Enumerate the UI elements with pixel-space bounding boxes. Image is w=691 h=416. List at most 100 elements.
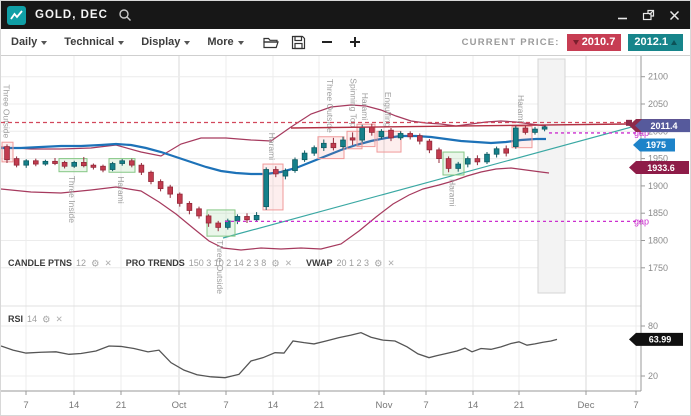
- price-flag: [633, 138, 675, 152]
- menu-technical[interactable]: Technical: [64, 36, 125, 48]
- remove-indicator-icon[interactable]: ✕: [285, 258, 292, 268]
- y-axis-label: 1750: [648, 263, 668, 273]
- settings-gear-icon[interactable]: ⚙: [374, 259, 383, 270]
- candle-body: [359, 126, 365, 141]
- menu-daily-label: Daily: [11, 36, 38, 48]
- x-axis-label: Dec: [578, 400, 595, 411]
- level-marker: [626, 119, 632, 126]
- candle-body: [282, 170, 289, 177]
- arrow-up-icon: [671, 39, 677, 45]
- y-axis-label: 1850: [648, 208, 668, 218]
- menu-display[interactable]: Display: [141, 36, 191, 48]
- candle-body: [13, 158, 20, 166]
- candle-body: [167, 186, 174, 195]
- menu-daily[interactable]: Daily: [11, 36, 48, 48]
- candle-body: [23, 160, 29, 166]
- pattern-label: Harami: [360, 93, 370, 121]
- remove-indicator-icon[interactable]: ✕: [56, 314, 63, 324]
- rsi-line: [1, 331, 558, 379]
- popout-button[interactable]: [642, 9, 655, 21]
- search-icon[interactable]: [118, 8, 132, 22]
- candle-body: [340, 139, 346, 147]
- indicator-legend-params: 150 3 10 2 14 2 3 8: [189, 258, 267, 268]
- app-logo-icon: [7, 5, 26, 25]
- gap-label: gap: [634, 216, 649, 226]
- settings-gear-icon[interactable]: ⚙: [91, 259, 100, 270]
- save-icon[interactable]: [289, 32, 309, 52]
- y-axis-label: 1800: [648, 236, 668, 246]
- zoom-out-icon[interactable]: [317, 32, 337, 52]
- projection-zone: [537, 58, 566, 294]
- indicator-legend-name: VWAP: [306, 258, 333, 268]
- candle-body: [81, 162, 87, 167]
- candle-body: [128, 160, 135, 166]
- candle-body: [215, 222, 222, 228]
- candle-body: [513, 127, 519, 147]
- x-axis-label: 7: [223, 400, 228, 411]
- pattern-label: Engulfing: [383, 92, 393, 128]
- zoom-in-icon[interactable]: [345, 32, 365, 52]
- price-chart-svg[interactable]: 71421Oct71421Nov71421Dec7210020502000195…: [1, 56, 691, 416]
- candle-body: [138, 164, 145, 173]
- settings-gear-icon[interactable]: ⚙: [42, 315, 51, 326]
- rsi-axis-label: 80: [648, 321, 658, 331]
- candle-body: [196, 208, 202, 217]
- candle-body: [253, 214, 260, 221]
- indicator-legend-params: 20 1 2 3: [336, 258, 369, 268]
- chevron-down-icon: [237, 40, 244, 45]
- pattern-label: Three Outside: [215, 240, 225, 294]
- chevron-down-icon: [41, 40, 48, 45]
- chart-area[interactable]: 71421Oct71421Nov71421Dec7210020502000195…: [1, 56, 691, 416]
- candle-body: [436, 149, 442, 159]
- bid-price-value: 2010.7: [581, 36, 616, 48]
- price-flag: [629, 161, 689, 175]
- moving-average-line: [1, 134, 546, 176]
- candle-body: [311, 147, 317, 154]
- y-axis-label: 1950: [648, 154, 668, 164]
- pattern-label: Harami: [267, 133, 277, 161]
- close-button[interactable]: [669, 10, 680, 21]
- candle-body: [90, 164, 97, 168]
- toolbar: Daily Technical Display More CURRENT PRI…: [1, 29, 690, 56]
- x-axis-label: 7: [23, 400, 28, 411]
- candle-body: [416, 135, 423, 142]
- menu-more[interactable]: More: [207, 36, 244, 48]
- rsi-value: 63.99: [649, 335, 672, 345]
- settings-gear-icon[interactable]: ⚙: [271, 259, 280, 270]
- bid-price-badge: 2010.7: [566, 33, 622, 51]
- minimize-button[interactable]: [617, 10, 628, 21]
- y-axis-label: 1900: [648, 181, 668, 191]
- rsi-legend-params: 14: [27, 314, 37, 324]
- candle-body: [378, 130, 385, 138]
- candle-body: [234, 216, 241, 222]
- x-axis-label: 14: [268, 400, 279, 411]
- candle-body: [503, 148, 509, 154]
- candle-body: [205, 215, 212, 224]
- rsi-value-flag: [629, 332, 683, 346]
- candle-body: [119, 160, 126, 164]
- candle-body: [455, 163, 461, 169]
- candle-body: [330, 142, 337, 149]
- rsi-legend-name: RSI: [8, 314, 23, 324]
- pattern-label: Three Outside: [325, 79, 335, 133]
- candle-body: [272, 169, 279, 175]
- indicator-legend-name: CANDLE PTNS: [8, 258, 72, 268]
- remove-indicator-icon[interactable]: ✕: [388, 258, 395, 268]
- candle-body: [100, 165, 106, 171]
- candle-body: [522, 127, 529, 133]
- remove-indicator-icon[interactable]: ✕: [105, 258, 112, 268]
- open-folder-icon[interactable]: [261, 32, 281, 52]
- chevron-down-icon: [184, 40, 191, 45]
- candle-body: [397, 133, 404, 139]
- candle-body: [292, 159, 298, 172]
- x-axis-label: 14: [69, 400, 80, 411]
- pattern-label: Spinning Top: [349, 78, 359, 127]
- pattern-label: Harami: [516, 95, 526, 123]
- trendline: [222, 124, 640, 239]
- band-upper-line: [1, 104, 547, 157]
- price-flag-value: 1933.6: [647, 163, 675, 173]
- x-axis-label: 21: [116, 400, 127, 411]
- candle-body: [244, 216, 250, 221]
- x-axis-label: 14: [468, 400, 479, 411]
